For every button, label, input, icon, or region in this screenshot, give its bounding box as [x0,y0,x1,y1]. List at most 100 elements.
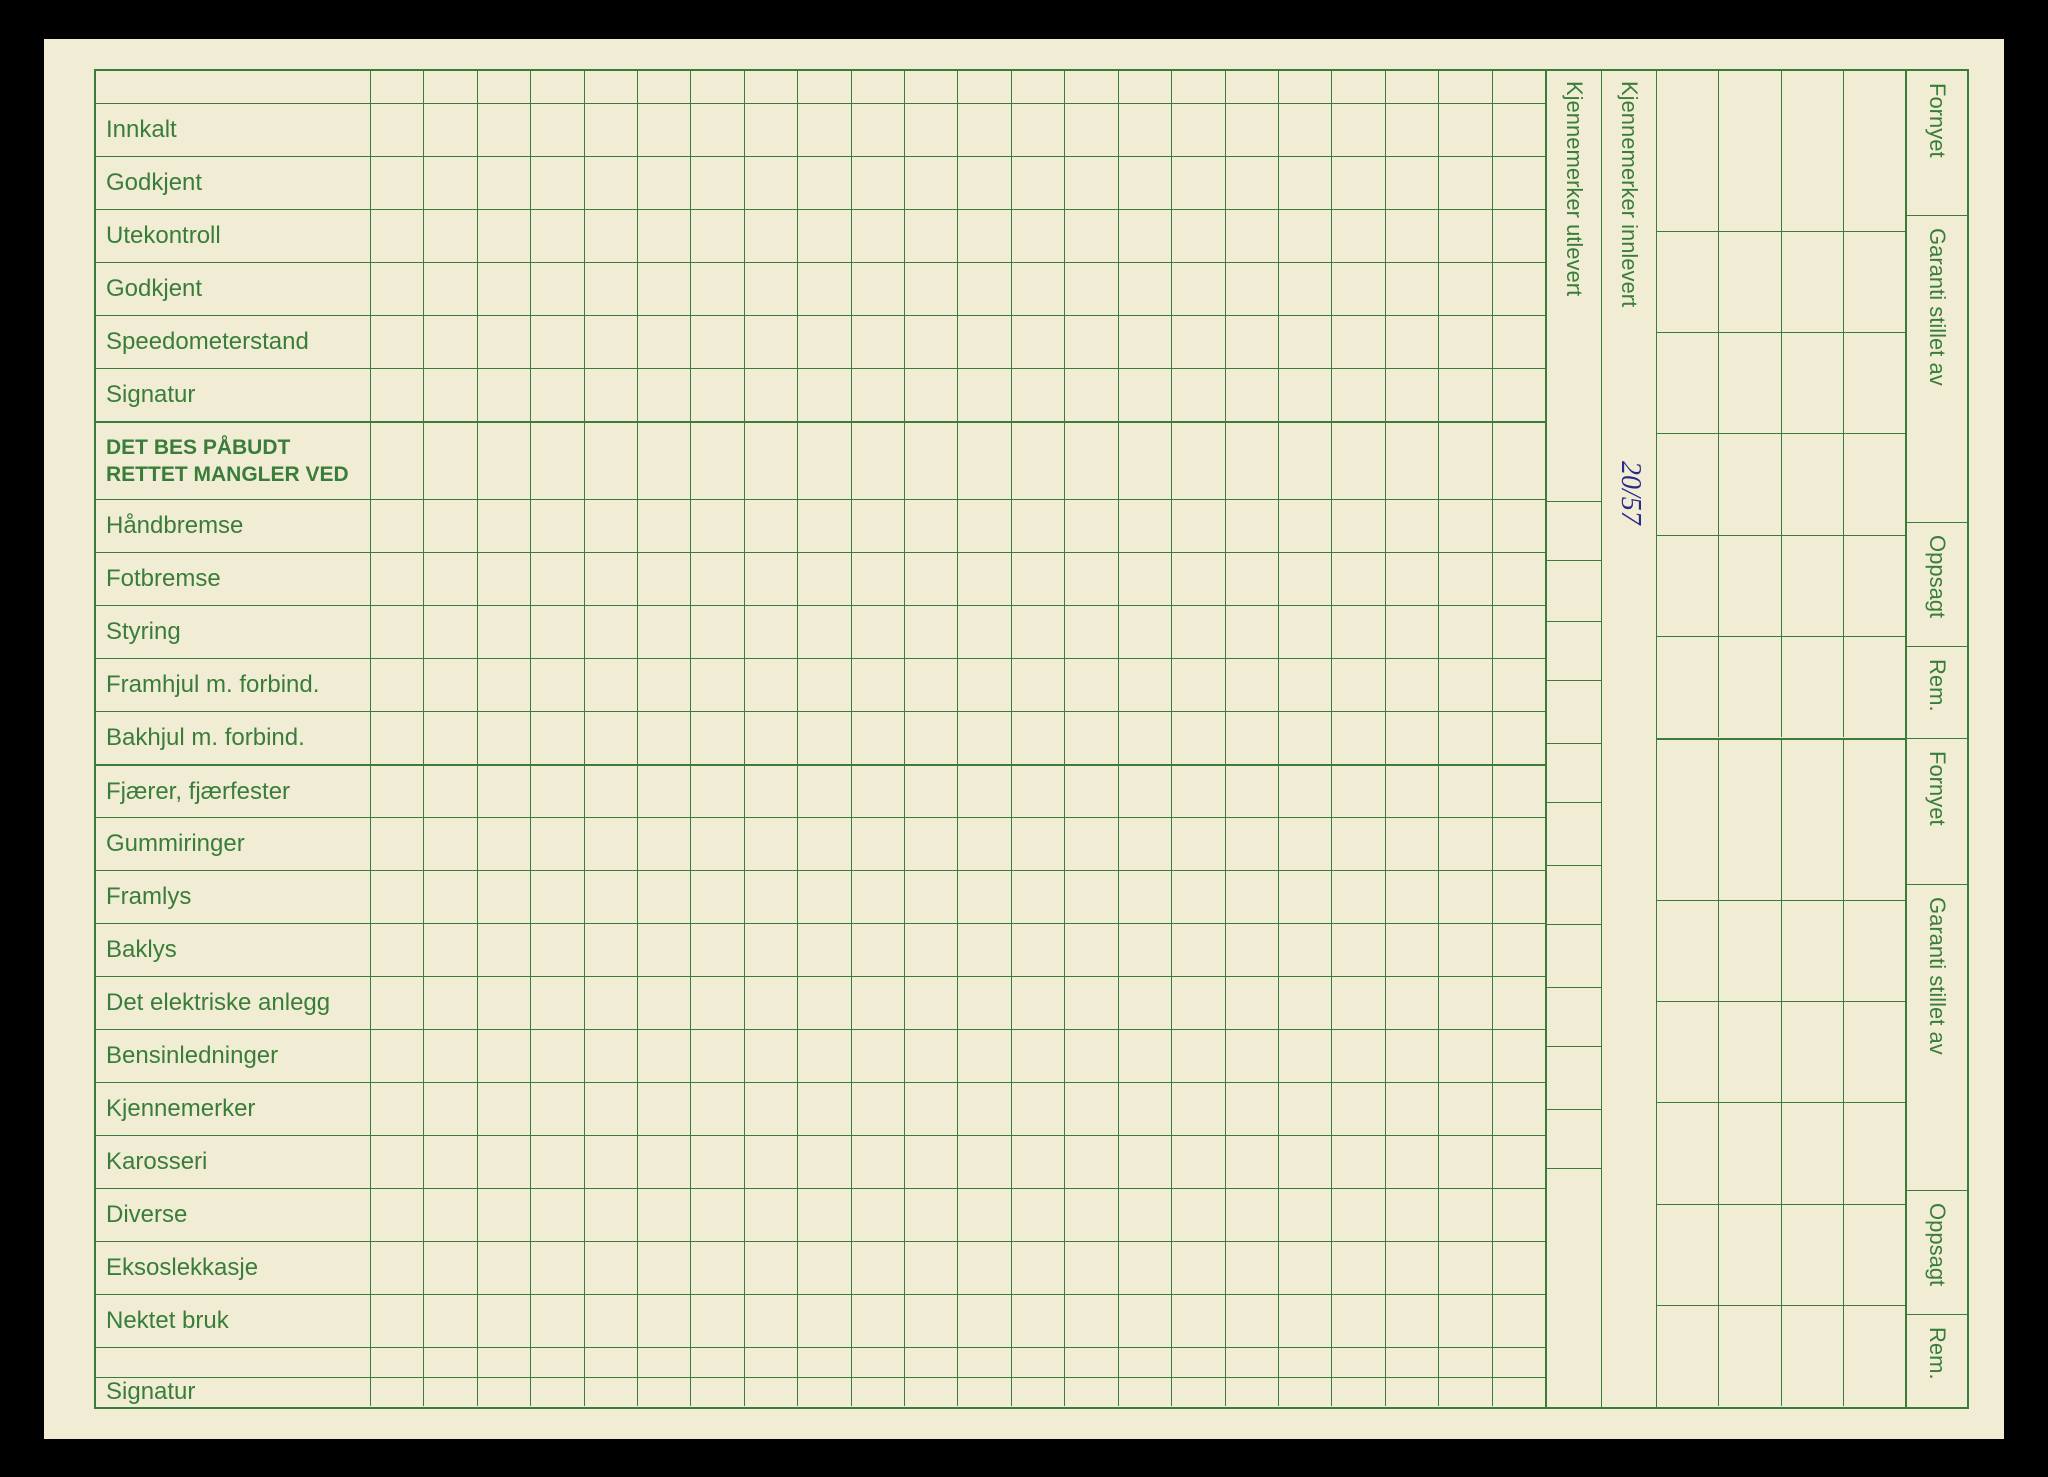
grid-cell [1065,1378,1118,1407]
grid-cell [1332,1378,1385,1407]
grid-cell [1332,369,1385,421]
grid-cell [691,316,744,368]
grid-cell [585,104,638,156]
table-row: Det elektriske anlegg [96,976,1545,1029]
table-row: Eksoslekkasje [96,1241,1545,1294]
grid-cell [1119,500,1172,552]
grid-cell [798,1295,851,1347]
table-row: Håndbremse [96,499,1545,552]
grid-cell [531,1348,584,1377]
grid-cell [1493,263,1545,315]
grid-cell [958,1030,1011,1082]
grid-cell [531,500,584,552]
grid-cell [745,871,798,923]
grid-cell [745,977,798,1029]
grid-cell [638,553,691,605]
grid-cell [1439,712,1492,764]
grid-cell [531,210,584,262]
grid-cell [424,1242,477,1294]
grid-cell [531,659,584,711]
grid-cell [1279,1083,1332,1135]
right-label-block: Fornyet [1907,71,1967,217]
grid-cell [852,210,905,262]
vlabel-utlevert: Kjennemerker utlevert [1561,81,1587,296]
grid-cell [1119,423,1172,499]
row-cells [371,1136,1545,1188]
grid-cell [1332,316,1385,368]
grid-cell [1119,1136,1172,1188]
grid-cell [1439,871,1492,923]
grid-cell [424,423,477,499]
grid-cell [745,210,798,262]
grid-cell [1279,818,1332,870]
grid-cell [852,659,905,711]
grid-cell [745,1136,798,1188]
grid-cell [798,210,851,262]
row-cells [371,1295,1545,1347]
grid-cell [1332,818,1385,870]
grid-cell [424,210,477,262]
grid-cell [1386,1295,1439,1347]
grid-cell [1493,423,1545,499]
row-label: Speedometerstand [96,316,371,368]
grid-cell [1439,766,1492,817]
handwritten-date: 20/57 [1614,461,1646,525]
table-row: Diverse [96,1188,1545,1241]
grid-cell [371,71,424,104]
grid-cell [1226,924,1279,976]
grid-cell [1439,423,1492,499]
row-cells [371,1242,1545,1294]
grid-cell [1279,766,1332,817]
grid-cell [1119,712,1172,764]
grid-cell [1065,500,1118,552]
grid-cell [478,924,531,976]
row-label: Styring [96,606,371,658]
grid-cell [691,1348,744,1377]
grid-cell [1172,1348,1225,1377]
grid-cell [1226,1136,1279,1188]
grid-cell [905,606,958,658]
grid-cell [1439,818,1492,870]
grid-cell [531,316,584,368]
grid-cell [1012,766,1065,817]
grid-cell [638,1348,691,1377]
grid-cell [1226,423,1279,499]
grid-cell [1065,871,1118,923]
grid-cell [1172,104,1225,156]
grid-cell [1493,1136,1545,1188]
row-label: Gummiringer [96,818,371,870]
right-label-text: Rem. [1924,1327,1950,1380]
grid-cell [1493,553,1545,605]
grid-cell [1065,924,1118,976]
grid-cell [1172,818,1225,870]
grid-cell [371,104,424,156]
grid-cell [478,553,531,605]
grid-cell [798,977,851,1029]
grid-cell [531,104,584,156]
row-label: Framlys [96,871,371,923]
grid-cell [1172,766,1225,817]
signature-row: Signatur [96,1377,1545,1407]
grid-cell [1439,1378,1492,1407]
grid-cell [691,157,744,209]
grid-cell [798,316,851,368]
grid-cell [1012,423,1065,499]
grid-cell [1065,1189,1118,1241]
table-row: Speedometerstand [96,315,1545,368]
grid-cell [691,553,744,605]
grid-cell [958,766,1011,817]
grid-cell [371,157,424,209]
grid-cell [424,1189,477,1241]
grid-cell [1493,766,1545,817]
grid-cell [478,1378,531,1407]
grid-cell [585,1189,638,1241]
grid-cell [798,712,851,764]
grid-cell [852,316,905,368]
grid-cell [1065,1083,1118,1135]
grid-cell [1065,1242,1118,1294]
grid-cell [905,1136,958,1188]
grid-cell [424,606,477,658]
row-label: Håndbremse [96,500,371,552]
grid-cell [852,104,905,156]
vcol-innlevert: Kjennemerker innlevert 20/57 [1602,71,1657,1407]
